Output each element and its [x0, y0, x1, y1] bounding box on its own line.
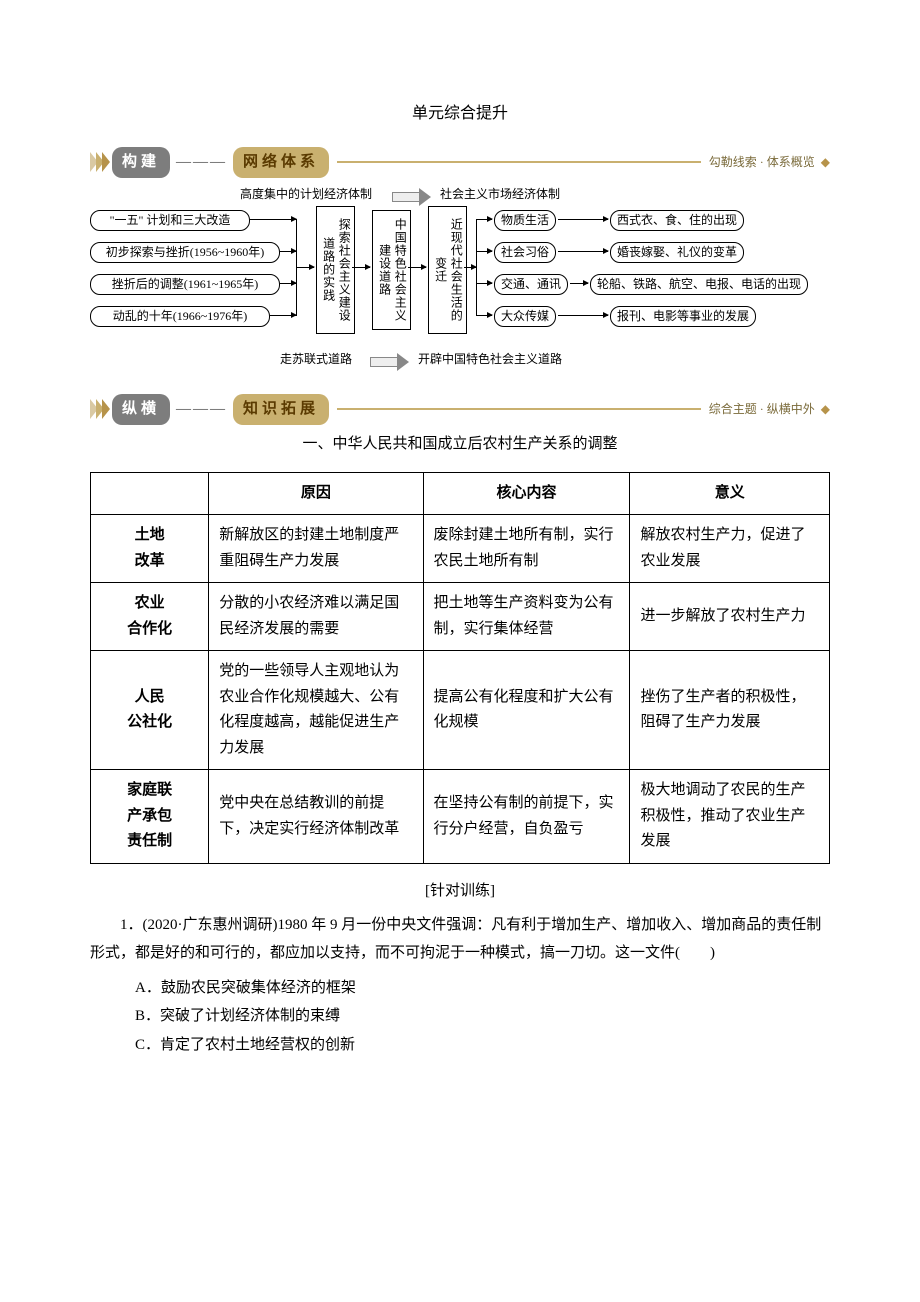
table-row: 人民公社化党的一些领导人主观地认为农业合作化规模越大、公有化程度越高，越能促进生…	[91, 651, 830, 770]
flow-ra-3: 大众传媒	[494, 306, 556, 328]
flow-arrow	[476, 315, 492, 316]
flowchart: 高度集中的计划经济体制 社会主义市场经济体制 "一五" 计划和三大改造 初步探索…	[90, 184, 830, 384]
flow-bottom-left: 走苏联式道路	[280, 349, 352, 371]
row-core: 提高公有化程度和扩大公有化规模	[423, 651, 630, 770]
page-title: 单元综合提升	[90, 100, 830, 129]
row-reason: 分散的小农经济难以满足国民经济发展的需要	[209, 583, 423, 651]
section-pill-zongheng: 纵横	[112, 394, 170, 425]
section-pill-build: 构建	[112, 147, 170, 178]
section-pill-zhishi: 知识拓展	[233, 394, 329, 425]
row-reason: 党的一些领导人主观地认为农业合作化规模越大、公有化程度越高，越能促进生产力发展	[209, 651, 423, 770]
flow-left-1: 初步探索与挫折(1956~1960年)	[90, 242, 280, 264]
table-row: 农业合作化分散的小农经济难以满足国民经济发展的需要把土地等生产资料变为公有制，实…	[91, 583, 830, 651]
flow-rb-1: 婚丧嫁娶、礼仪的变革	[610, 242, 744, 264]
flow-arrow	[408, 267, 426, 268]
diamond-icon: ◆	[821, 402, 830, 416]
row-name: 农业合作化	[91, 583, 209, 651]
flow-left-0: "一五" 计划和三大改造	[90, 210, 250, 232]
th-meaning: 意义	[630, 472, 830, 515]
flow-arrow	[558, 315, 608, 316]
row-name: 人民公社化	[91, 651, 209, 770]
flow-ra-2: 交通、通讯	[494, 274, 568, 296]
diamond-icon: ◆	[821, 155, 830, 169]
subheading: 一、中华人民共和国成立后农村生产关系的调整	[90, 431, 830, 458]
section-line	[337, 161, 701, 163]
flow-rb-0: 西式衣、食、住的出现	[610, 210, 744, 232]
flow-top-left: 高度集中的计划经济体制	[240, 184, 372, 206]
row-reason: 党中央在总结教训的前提下，决定实行经济体制改革	[209, 770, 423, 864]
flow-top-right: 社会主义市场经济体制	[440, 184, 560, 206]
flow-ra-0: 物质生活	[494, 210, 556, 232]
section-caption: 综合主题 · 纵横中外 ◆	[709, 399, 830, 421]
row-core: 在坚持公有制的前提下，实行分户经营，自负盈亏	[423, 770, 630, 864]
row-name: 家庭联产承包责任制	[91, 770, 209, 864]
th-blank	[91, 472, 209, 515]
row-core: 废除封建土地所有制，实行农民土地所有制	[423, 515, 630, 583]
row-meaning: 挫伤了生产者的积极性，阻碍了生产力发展	[630, 651, 830, 770]
section-caption-text: 勾勒线索 · 体系概览	[709, 155, 815, 169]
flow-rb-2: 轮船、铁路、航空、电报、电话的出现	[590, 274, 808, 296]
row-core: 把土地等生产资料变为公有制，实行集体经营	[423, 583, 630, 651]
th-core: 核心内容	[423, 472, 630, 515]
comparison-table: 原因 核心内容 意义 土地改革新解放区的封建土地制度严重阻碍生产力发展废除封建土…	[90, 472, 830, 864]
table-header-row: 原因 核心内容 意义	[91, 472, 830, 515]
flow-arrow	[280, 251, 296, 252]
big-arrow-icon	[370, 351, 409, 373]
option-a: A．鼓励农民突破集体经济的框架	[135, 974, 830, 1003]
flow-arrow	[280, 283, 296, 284]
flow-mid-2: 中国特色社会主义建设道路	[372, 210, 411, 330]
flow-mid-3: 近现代社会生活的变迁	[428, 206, 467, 334]
section-caption-text: 综合主题 · 纵横中外	[709, 402, 815, 416]
section-dash: ———	[176, 149, 227, 176]
row-name: 土地改革	[91, 515, 209, 583]
section-pill-network: 网络体系	[233, 147, 329, 178]
flow-arrow	[352, 267, 370, 268]
chevrons-icon	[90, 152, 108, 172]
row-meaning: 极大地调动了农民的生产积极性，推动了农业生产发展	[630, 770, 830, 864]
question-stem: 1．(2020·广东惠州调研)1980 年 9 月一份中央文件强调：凡有利于增加…	[90, 911, 830, 968]
flow-ra-1: 社会习俗	[494, 242, 556, 264]
flow-arrow	[270, 315, 296, 316]
row-meaning: 解放农村生产力，促进了农业发展	[630, 515, 830, 583]
flow-line-h	[464, 267, 476, 268]
table-row: 土地改革新解放区的封建土地制度严重阻碍生产力发展废除封建土地所有制，实行农民土地…	[91, 515, 830, 583]
flow-arrow	[476, 219, 492, 220]
option-c: C．肯定了农村土地经营权的创新	[135, 1031, 830, 1060]
flow-arrow	[558, 219, 608, 220]
flow-arrow	[250, 219, 296, 220]
th-reason: 原因	[209, 472, 423, 515]
flow-arrow	[476, 283, 492, 284]
table-row: 家庭联产承包责任制党中央在总结教训的前提下，决定实行经济体制改革在坚持公有制的前…	[91, 770, 830, 864]
row-reason: 新解放区的封建土地制度严重阻碍生产力发展	[209, 515, 423, 583]
big-arrow-icon	[392, 186, 431, 208]
flow-arrow	[570, 283, 588, 284]
flow-left-2: 挫折后的调整(1961~1965年)	[90, 274, 280, 296]
flow-rb-3: 报刊、电影等事业的发展	[610, 306, 756, 328]
flow-arrow	[296, 267, 314, 268]
option-b: B．突破了计划经济体制的束缚	[135, 1002, 830, 1031]
row-meaning: 进一步解放了农村生产力	[630, 583, 830, 651]
training-label: [针对训练]	[90, 878, 830, 905]
chevrons-icon	[90, 399, 108, 419]
flow-bottom-right: 开辟中国特色社会主义道路	[418, 349, 562, 371]
flow-left-3: 动乱的十年(1966~1976年)	[90, 306, 270, 328]
flow-arrow	[558, 251, 608, 252]
section-bar-extend: 纵横 ——— 知识拓展 综合主题 · 纵横中外 ◆	[90, 394, 830, 425]
flow-mid-1: 探索社会主义建设道路的实践	[316, 206, 355, 334]
flow-arrow	[476, 251, 492, 252]
section-line	[337, 408, 701, 410]
section-caption: 勾勒线索 · 体系概览 ◆	[709, 152, 830, 174]
section-bar-build: 构建 ——— 网络体系 勾勒线索 · 体系概览 ◆	[90, 147, 830, 178]
section-dash: ———	[176, 396, 227, 423]
